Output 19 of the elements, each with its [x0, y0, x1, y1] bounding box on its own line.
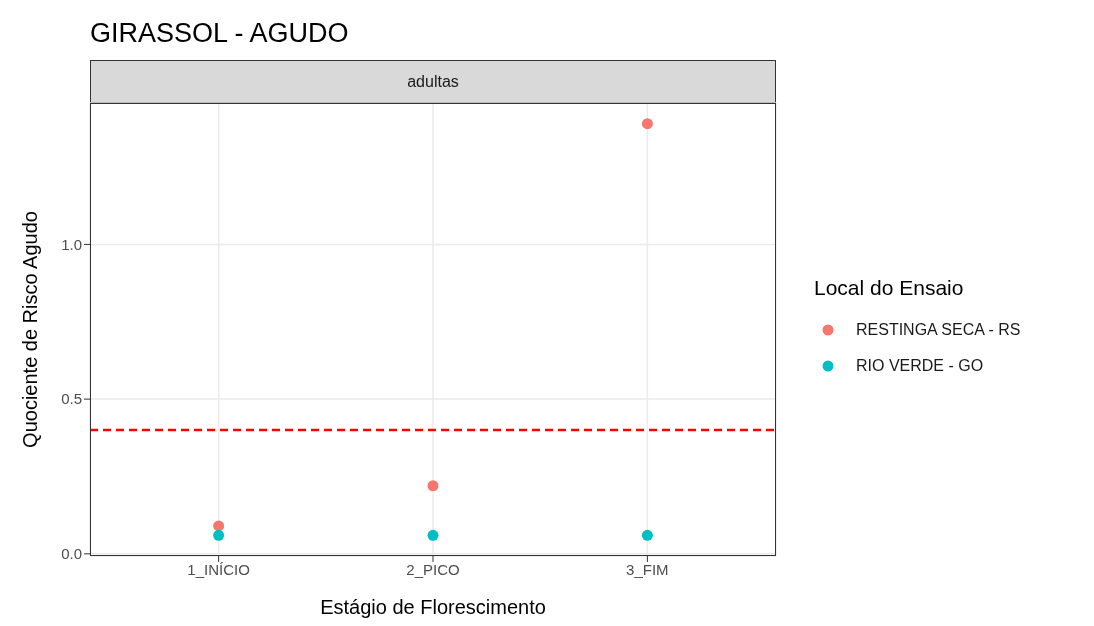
x-tick-label: 1_INÍCIO: [187, 560, 250, 578]
chart-subtitle: adultas: [90, 60, 776, 103]
y-tick-label: 0.0: [61, 545, 82, 563]
x-axis-title: Estágio de Florescimento: [320, 596, 546, 618]
point: [641, 529, 653, 541]
y-tick-label: 1.0: [61, 235, 82, 253]
legend-label: RIO VERDE - GO: [856, 357, 984, 375]
x-tick-label: 2_PICO: [406, 560, 460, 578]
legend-label: RESTINGA SECA - RS: [856, 321, 1021, 339]
point: [213, 529, 225, 541]
chart-title: GIRASSOL - AGUDO: [90, 18, 349, 49]
y-tick-label: 0.5: [61, 390, 82, 408]
y-axis-title: Quociente de Risco Agudo: [19, 211, 42, 448]
point: [427, 480, 439, 492]
point: [213, 520, 225, 532]
point: [641, 118, 653, 130]
point: [427, 529, 439, 541]
x-tick-label: 3_FIM: [626, 560, 669, 578]
legend-title: Local do Ensaio: [814, 276, 965, 300]
